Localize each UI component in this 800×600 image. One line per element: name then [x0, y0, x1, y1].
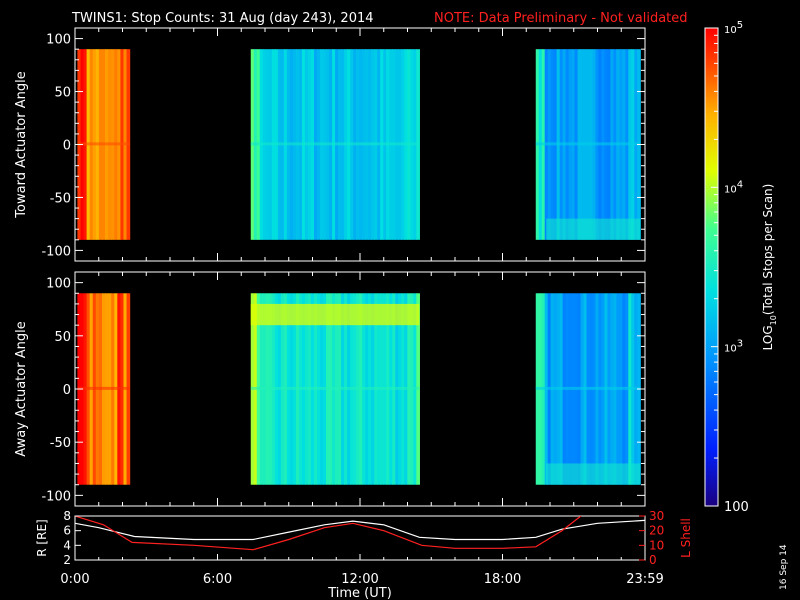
y-tick-label: 50 [54, 86, 71, 101]
x-tick-label: 6:00 [203, 572, 232, 587]
heatmap-segment [77, 293, 131, 485]
y-tick-label: -50 [50, 191, 71, 206]
heatmap-band [250, 303, 420, 326]
x-tick-label: 23:59 [626, 572, 663, 587]
colorbar-tick-label: 100 [724, 500, 749, 515]
right-y-tick-label: 30 [649, 509, 664, 523]
heatmap-band [250, 386, 420, 390]
right-y-tick-label: 0 [649, 553, 657, 567]
y-axis-label: Away Actuator Angle [14, 321, 29, 456]
toward-heatmap-panel: -100 -50 0 50 100 Toward Actuator Angle [14, 27, 646, 262]
r-series-line [75, 519, 645, 541]
heatmap-band [546, 463, 641, 485]
x-tick-label: 12:00 [341, 572, 378, 587]
y-tick-label: 2 [63, 553, 71, 567]
heatmap-band [250, 142, 420, 146]
heatmap-segment [77, 49, 131, 240]
right-y-axis-label: L Shell [679, 518, 693, 558]
preliminary-note: NOTE: Data Preliminary - Not validated [434, 11, 688, 26]
heatmap-band [77, 142, 130, 146]
y-axis-label: R [RE] [35, 519, 49, 556]
y-tick-label: -50 [50, 436, 71, 451]
x-axis-label: Time (UT) [327, 586, 392, 600]
y-tick-label: 4 [63, 538, 71, 552]
colorbar: 100 103 104 105 LOG10(Total Stops per Scan) [704, 20, 778, 515]
heatmap-band [546, 218, 641, 240]
colorbar-gradient [704, 27, 719, 507]
y-tick-label: -100 [41, 489, 71, 504]
x-tick-label: 18:00 [484, 572, 521, 587]
heatmap-segment [535, 49, 641, 240]
date-stamp: 16 Sep 14 [779, 544, 789, 590]
y-tick-label: 0 [63, 383, 71, 398]
away-heatmap-panel: -100 -50 0 50 100 Away Actuator Angle [14, 271, 646, 507]
y-tick-label: 100 [46, 33, 71, 48]
right-y-tick-label: 10 [649, 538, 664, 552]
colorbar-tick-label: 103 [724, 339, 743, 355]
heatmap-segment [250, 49, 420, 240]
y-tick-label: 8 [63, 509, 71, 523]
figure-title: TWINS1: Stop Counts: 31 Aug (day 243), 2… [71, 11, 374, 26]
heatmap-segment [535, 293, 641, 485]
y-tick-label: 0 [63, 139, 71, 154]
heatmap-segment [250, 293, 420, 485]
l-shell-series-line [75, 516, 582, 551]
y-tick-label: 50 [54, 330, 71, 345]
heatmap-band [535, 386, 641, 390]
y-tick-label: -100 [41, 244, 71, 259]
x-tick-label: 0:00 [60, 572, 89, 587]
y-tick-label: 100 [46, 277, 71, 292]
y-axis-label: Toward Actuator Angle [14, 71, 29, 218]
heatmap-band [535, 142, 641, 146]
colorbar-label: LOG10(Total Stops per Scan) [761, 184, 778, 351]
colorbar-tick-label: 105 [724, 20, 743, 36]
heatmap-band [77, 386, 130, 390]
y-tick-label: 6 [63, 524, 71, 538]
right-y-tick-label: 20 [649, 524, 664, 538]
colorbar-tick-label: 104 [724, 179, 743, 195]
